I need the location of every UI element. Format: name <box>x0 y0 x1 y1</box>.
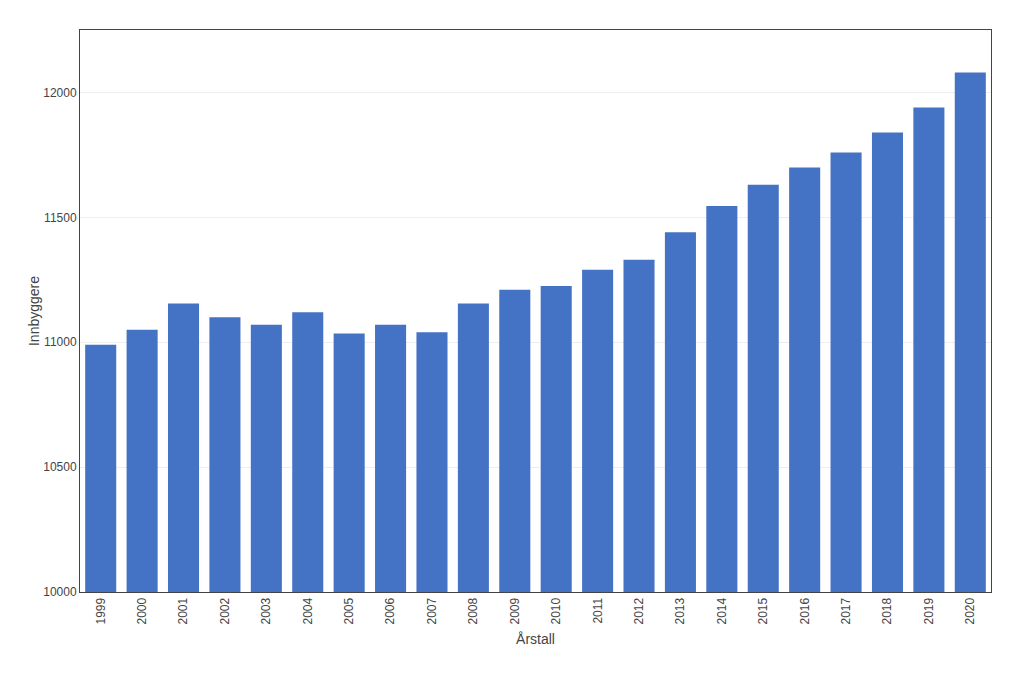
svg-text:2017: 2017 <box>839 597 853 624</box>
svg-text:2005: 2005 <box>342 597 356 624</box>
svg-text:2011: 2011 <box>591 597 605 623</box>
svg-text:2015: 2015 <box>756 597 770 624</box>
svg-text:2020: 2020 <box>963 597 977 624</box>
svg-text:2002: 2002 <box>218 597 232 624</box>
svg-text:2013: 2013 <box>673 597 687 624</box>
svg-text:11500: 11500 <box>44 211 77 225</box>
svg-text:1999: 1999 <box>94 597 108 624</box>
svg-text:2008: 2008 <box>466 597 480 624</box>
svg-text:2007: 2007 <box>425 597 439 624</box>
svg-text:2019: 2019 <box>922 597 936 624</box>
svg-text:2009: 2009 <box>508 597 522 624</box>
svg-text:2001: 2001 <box>176 597 190 624</box>
svg-text:2010: 2010 <box>549 597 563 624</box>
svg-text:11000: 11000 <box>44 335 77 349</box>
svg-text:2006: 2006 <box>383 597 397 624</box>
svg-text:Innbyggere: Innbyggere <box>26 276 42 346</box>
svg-text:10000: 10000 <box>43 585 77 599</box>
svg-text:2018: 2018 <box>880 597 894 624</box>
svg-text:2016: 2016 <box>798 597 812 624</box>
svg-text:2004: 2004 <box>301 597 315 624</box>
svg-text:10500: 10500 <box>43 460 77 474</box>
svg-text:12000: 12000 <box>43 86 77 100</box>
svg-text:2000: 2000 <box>135 597 149 624</box>
svg-text:2014: 2014 <box>715 597 729 624</box>
svg-text:2012: 2012 <box>632 597 646 624</box>
svg-text:2003: 2003 <box>259 597 273 624</box>
svg-text:Årstall: Årstall <box>516 631 555 647</box>
